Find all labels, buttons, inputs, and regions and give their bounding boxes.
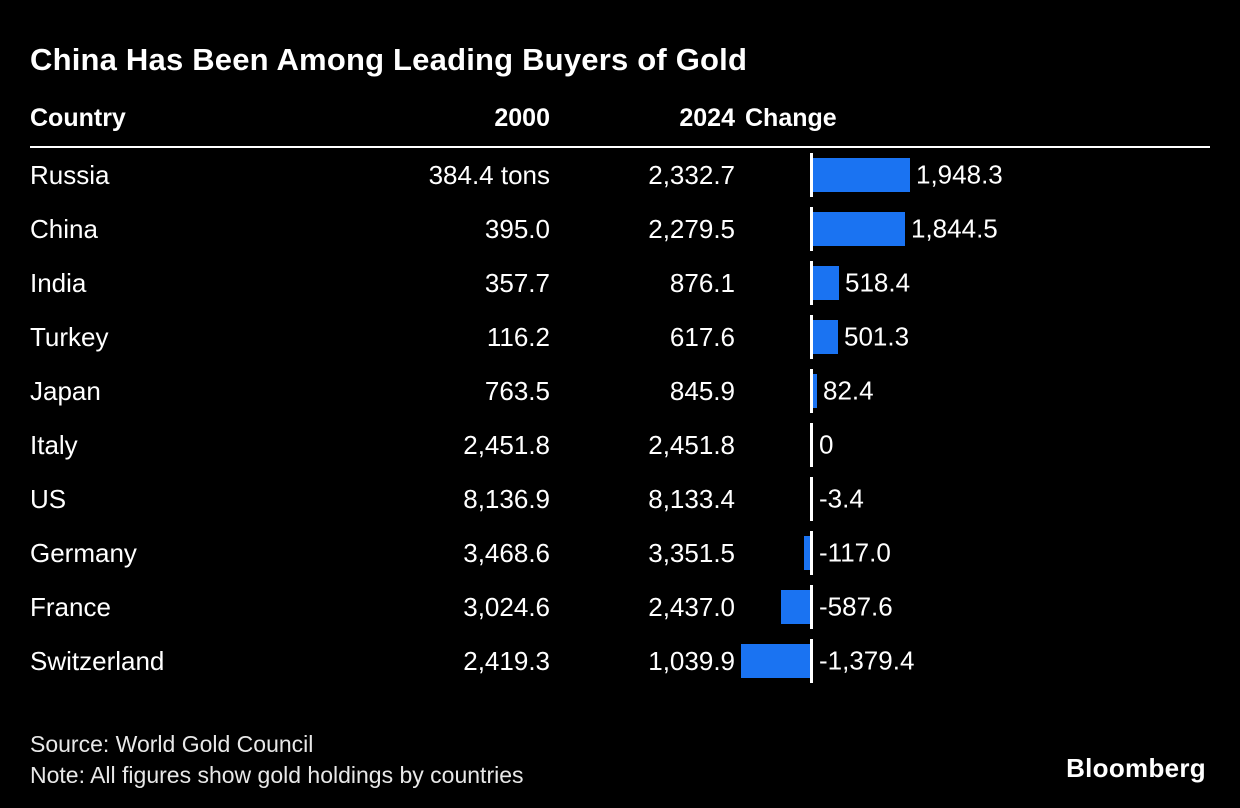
value-2024-cell: 2,279.5 xyxy=(648,213,735,244)
table-row: US 8,136.9 8,133.4 -3.4 xyxy=(30,472,1210,526)
change-bar xyxy=(813,158,910,192)
note-text: Note: All figures show gold holdings by … xyxy=(30,762,524,789)
table-header-row: Country 2000 2024 Change xyxy=(30,104,1210,148)
footer-notes: Source: World Gold Council Note: All fig… xyxy=(30,729,524,792)
value-2024-cell: 2,437.0 xyxy=(648,591,735,622)
value-2024-cell: 1,039.9 xyxy=(648,645,735,676)
change-bar xyxy=(781,590,810,624)
value-2000-cell: 3,024.6 xyxy=(463,591,550,622)
change-cell: -587.6 xyxy=(735,580,1210,634)
table-row: Japan 763.5 845.9 82.4 xyxy=(30,364,1210,418)
country-cell: US xyxy=(30,483,67,514)
change-cell: -117.0 xyxy=(735,526,1210,580)
change-cell: -3.4 xyxy=(735,472,1210,526)
table-row: India 357.7 876.1 518.4 xyxy=(30,256,1210,310)
country-cell: India xyxy=(30,267,87,298)
zero-axis-tick xyxy=(810,261,813,305)
change-bar xyxy=(804,536,810,570)
table-body: Russia 384.4 tons 2,332.7 1,948.3 China … xyxy=(30,148,1210,688)
zero-axis-tick xyxy=(810,207,813,251)
change-bar xyxy=(813,374,817,408)
table-row: Italy 2,451.8 2,451.8 0 xyxy=(30,418,1210,472)
value-2024-cell: 845.9 xyxy=(669,375,735,406)
zero-axis-tick xyxy=(810,585,813,629)
table-row: Germany 3,468.6 3,351.5 -117.0 xyxy=(30,526,1210,580)
change-value-label: -587.6 xyxy=(819,591,893,622)
zero-axis-tick xyxy=(810,639,813,683)
value-2000-cell: 2,419.3 xyxy=(463,645,550,676)
value-2000-cell: 3,468.6 xyxy=(463,537,550,568)
table-row: Turkey 116.2 617.6 501.3 xyxy=(30,310,1210,364)
country-cell: Russia xyxy=(30,159,110,190)
value-2024-cell: 2,451.8 xyxy=(648,429,735,460)
change-value-label: 1,948.3 xyxy=(916,159,1003,190)
country-cell: Switzerland xyxy=(30,645,165,676)
change-cell: 1,948.3 xyxy=(735,148,1210,202)
value-2000-cell: 116.2 xyxy=(486,321,550,352)
value-2000-cell: 395.0 xyxy=(484,213,550,244)
change-value-label: 82.4 xyxy=(823,375,874,406)
change-bar xyxy=(813,212,905,246)
change-cell: 82.4 xyxy=(735,364,1210,418)
value-2000-cell: 384.4 tons xyxy=(428,159,550,190)
value-2024-cell: 8,133.4 xyxy=(648,483,735,514)
change-cell: 501.3 xyxy=(735,310,1210,364)
change-value-label: -3.4 xyxy=(819,483,864,514)
zero-axis-tick xyxy=(810,369,813,413)
change-cell: 1,844.5 xyxy=(735,202,1210,256)
change-cell: 0 xyxy=(735,418,1210,472)
header-country: Country xyxy=(30,104,126,132)
change-bar xyxy=(741,644,810,678)
header-2024: 2024 xyxy=(679,104,735,132)
change-cell: 518.4 xyxy=(735,256,1210,310)
change-cell: -1,379.4 xyxy=(735,634,1210,688)
change-value-label: -117.0 xyxy=(819,537,891,568)
table-row: China 395.0 2,279.5 1,844.5 xyxy=(30,202,1210,256)
header-2000: 2000 xyxy=(494,104,550,132)
change-bar xyxy=(813,266,839,300)
country-cell: Italy xyxy=(30,429,78,460)
zero-axis-tick xyxy=(810,315,813,359)
value-2000-cell: 2,451.8 xyxy=(463,429,550,460)
value-2024-cell: 876.1 xyxy=(669,267,735,298)
country-cell: France xyxy=(30,591,111,622)
value-2000-cell: 763.5 xyxy=(484,375,550,406)
table-row: Switzerland 2,419.3 1,039.9 -1,379.4 xyxy=(30,634,1210,688)
table-row: Russia 384.4 tons 2,332.7 1,948.3 xyxy=(30,148,1210,202)
change-bar xyxy=(813,320,838,354)
country-cell: Turkey xyxy=(30,321,109,352)
zero-axis-tick xyxy=(810,477,813,521)
value-2000-cell: 357.7 xyxy=(484,267,550,298)
change-value-label: -1,379.4 xyxy=(819,645,915,676)
bloomberg-logo: Bloomberg xyxy=(1066,753,1206,783)
source-text: Source: World Gold Council xyxy=(30,730,314,757)
country-cell: Japan xyxy=(30,375,101,406)
value-2000-cell: 8,136.9 xyxy=(463,483,550,514)
value-2024-cell: 2,332.7 xyxy=(648,159,735,190)
country-cell: Germany xyxy=(30,537,137,568)
table-row: France 3,024.6 2,437.0 -587.6 xyxy=(30,580,1210,634)
value-2024-cell: 3,351.5 xyxy=(648,537,735,568)
change-value-label: 501.3 xyxy=(844,321,910,352)
change-value-label: 518.4 xyxy=(845,267,911,298)
value-2024-cell: 617.6 xyxy=(669,321,735,352)
header-change: Change xyxy=(745,104,837,132)
country-cell: China xyxy=(30,213,98,244)
zero-axis-tick xyxy=(810,423,813,467)
page-title: China Has Been Among Leading Buyers of G… xyxy=(30,42,748,77)
change-value-label: 0 xyxy=(819,429,834,460)
change-value-label: 1,844.5 xyxy=(911,213,998,244)
zero-axis-tick xyxy=(810,153,813,197)
zero-axis-tick xyxy=(810,531,813,575)
